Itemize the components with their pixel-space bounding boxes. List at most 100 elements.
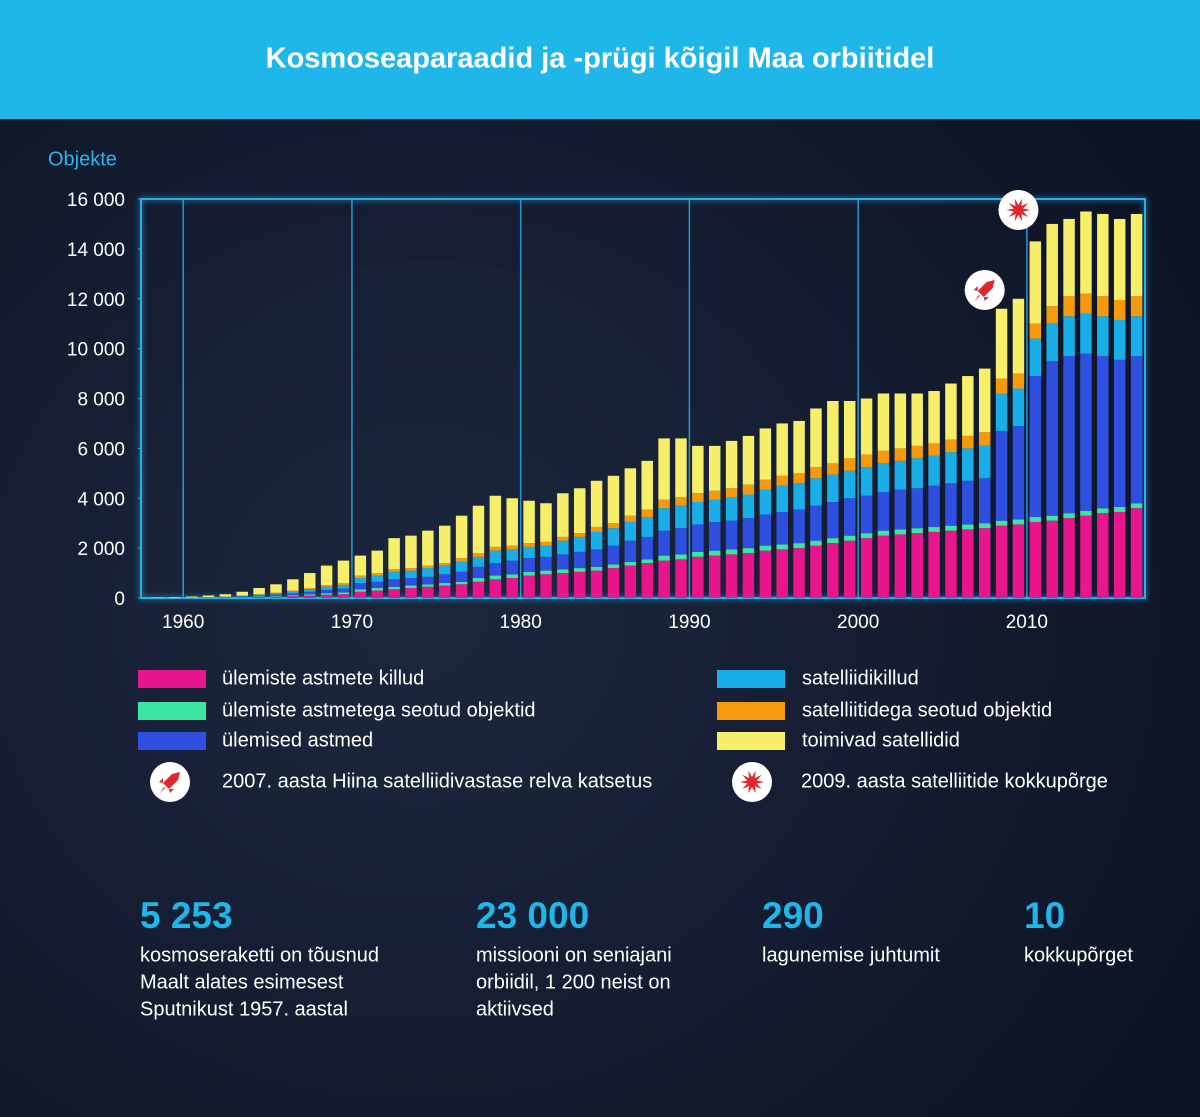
x-tick-label: 2000 (837, 612, 879, 633)
bar-segment (236, 591, 248, 596)
bar-segment (742, 553, 755, 598)
bar-segment (1046, 361, 1058, 516)
bar-segment (523, 571, 535, 576)
bar-segment (978, 432, 991, 446)
bar-segment (607, 564, 620, 569)
bar-segment (506, 545, 518, 550)
bar-segment (354, 583, 367, 590)
bar-segment (270, 584, 282, 593)
bar-segment (776, 423, 788, 476)
event-icon (998, 190, 1039, 230)
bar-segment (945, 530, 957, 598)
bar-segment (978, 445, 991, 479)
bar-segment (489, 575, 502, 580)
bar-segment (759, 489, 772, 515)
bar-segment (489, 563, 502, 576)
bar-segment (995, 525, 1008, 598)
bar-segment (725, 488, 738, 498)
bar-segment (304, 591, 316, 595)
x-tick-label: 1960 (162, 612, 204, 633)
x-tick-label: 2010 (1006, 612, 1048, 633)
bar-segment (810, 545, 822, 598)
bar-segment (405, 568, 417, 571)
bar-segment (590, 526, 603, 532)
bar-segment (1080, 353, 1092, 511)
bar-segment (1046, 223, 1058, 307)
bar-segment (1063, 513, 1075, 519)
legend-swatch (717, 702, 785, 720)
bar-segment (388, 538, 400, 570)
bar-segment (1046, 323, 1058, 362)
stat-text: Sputnikust 1957. aastal (140, 998, 348, 1020)
bar-segment (270, 593, 282, 595)
bar-segment (692, 524, 704, 552)
legend-swatch (717, 732, 785, 750)
bar-segment (506, 560, 518, 575)
bar-segment (776, 485, 788, 512)
bar-segment (320, 589, 333, 594)
bar-segment (1113, 218, 1126, 300)
bar-segment (472, 505, 485, 554)
bar-segment (708, 555, 721, 598)
bar-segment (455, 515, 468, 559)
bar-segment (894, 460, 907, 490)
bar-segment (742, 435, 755, 485)
bar-segment (658, 555, 670, 561)
bar-segment (354, 575, 367, 579)
bar-segment (793, 483, 805, 510)
y-tick-label: 16 000 (67, 190, 125, 211)
bar-segment (337, 588, 350, 593)
chart-title: Kosmoseaparaadid ja -prügi kõigil Maa or… (266, 43, 935, 75)
bar-segment (253, 597, 265, 598)
bar-segment (270, 596, 282, 598)
bar-segment (995, 378, 1008, 394)
bar-segment (928, 485, 940, 527)
bar-segment (725, 440, 738, 489)
bar-segment (995, 430, 1008, 521)
bar-segment (371, 573, 383, 576)
bar-segment (236, 597, 248, 598)
bar-segment (911, 458, 923, 489)
bar-segment (607, 568, 620, 598)
event-icon (964, 270, 1005, 310)
bar-segment (287, 596, 299, 598)
bar-segment (1080, 211, 1092, 294)
bar-segment (860, 398, 873, 455)
bar-segment (438, 583, 451, 586)
bar-segment (388, 569, 400, 572)
y-tick-label: 8 000 (77, 390, 125, 411)
y-tick-label: 2 000 (77, 539, 125, 560)
bar-segment (1012, 425, 1025, 520)
bar-segment (658, 530, 670, 556)
bar-segment (607, 523, 620, 529)
bar-segment (1012, 524, 1025, 598)
bar-segment (759, 479, 772, 490)
bar-segment (860, 538, 873, 598)
bar-segment (1113, 359, 1126, 507)
bar-segment (523, 575, 535, 598)
bar-segment (557, 554, 569, 570)
bar-segment (978, 528, 991, 598)
bar-segment (1113, 299, 1126, 320)
bar-segment (962, 529, 974, 598)
legend-swatch (138, 702, 206, 720)
bar-segment (877, 535, 890, 598)
bar-segment (894, 489, 907, 530)
bar-segment (540, 545, 552, 557)
bar-segment (540, 541, 552, 546)
bar-segment (1130, 296, 1143, 317)
bar-segment (557, 536, 569, 541)
bar-segment (590, 480, 603, 527)
bar-segment (641, 516, 653, 537)
bar-segment (287, 590, 299, 592)
bar-segment (489, 579, 502, 598)
bar-segment (489, 546, 502, 551)
legend-swatch (138, 732, 206, 750)
bar-segment (236, 595, 248, 597)
bar-segment (354, 578, 367, 584)
bar-segment (270, 594, 282, 596)
bar-segment (590, 549, 603, 567)
bar-segment (607, 528, 620, 546)
bar-segment (371, 550, 383, 574)
bar-segment (827, 474, 839, 502)
